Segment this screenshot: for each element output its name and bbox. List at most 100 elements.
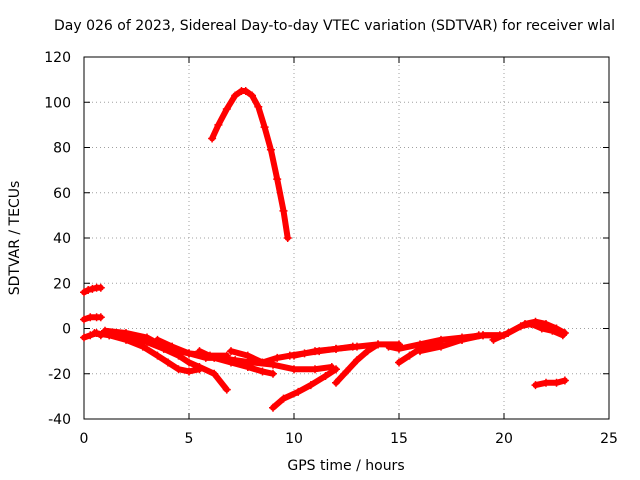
data-point — [227, 347, 235, 356]
data-point — [84, 286, 93, 295]
data-point — [273, 175, 282, 184]
x-tick-label: 25 — [600, 431, 618, 447]
y-tick-label: -40 — [48, 412, 71, 428]
data-point — [222, 385, 231, 394]
data-point — [531, 317, 540, 326]
data-point — [243, 351, 252, 360]
data-point — [248, 91, 256, 100]
data-point — [437, 342, 445, 351]
series-arc-i — [332, 340, 382, 387]
data-point — [311, 347, 319, 356]
series-line — [209, 87, 291, 241]
data-point — [243, 362, 252, 371]
y-tick-label: 60 — [53, 186, 71, 202]
data-point — [332, 378, 340, 387]
data-point — [153, 335, 162, 344]
data-point — [168, 342, 177, 351]
data-point — [227, 358, 235, 367]
data-point — [521, 319, 529, 328]
y-tick-label: 40 — [53, 231, 71, 247]
series-line — [490, 318, 568, 343]
y-tick-label: 20 — [53, 276, 71, 292]
data-point — [269, 403, 277, 412]
data-point — [210, 369, 219, 378]
data-point — [395, 344, 403, 353]
x-tick-label: 20 — [495, 431, 513, 447]
y-tick-label: -20 — [48, 367, 71, 383]
series-line — [270, 366, 339, 411]
data-point — [560, 329, 569, 338]
series-arc-b — [105, 331, 204, 376]
data-point — [294, 387, 303, 396]
series-arc-n — [489, 317, 569, 344]
data-point — [405, 351, 414, 360]
x-axis-label: GPS time / hours — [287, 458, 404, 474]
series-arc-g — [269, 365, 340, 412]
grid — [84, 57, 609, 419]
data-point — [332, 344, 340, 353]
series-arc-h — [290, 340, 403, 360]
data-point — [273, 353, 282, 362]
data-point — [552, 324, 561, 333]
series-arc-late-low — [531, 376, 569, 390]
data-point — [96, 283, 105, 292]
data-point — [395, 358, 403, 367]
data-point — [222, 105, 231, 114]
data-point — [164, 358, 172, 367]
series-arc-e — [195, 347, 277, 378]
data-point — [174, 365, 183, 374]
data-point — [80, 333, 88, 342]
data-point — [101, 326, 109, 335]
data-point — [531, 381, 540, 390]
y-tick-label: 80 — [53, 141, 71, 157]
data-point — [210, 353, 219, 362]
y-tick-labels: -40 -20 0 20 40 60 80 100 120 — [44, 50, 71, 428]
x-tick-label: 0 — [80, 431, 89, 447]
x-tick-label: 5 — [185, 431, 194, 447]
data-point — [258, 358, 267, 367]
data-point — [290, 365, 298, 374]
data-point — [306, 381, 315, 390]
data-point — [88, 284, 97, 293]
data-point — [231, 91, 240, 100]
data-point — [353, 356, 361, 365]
series-line — [291, 341, 402, 359]
data-point — [311, 365, 319, 374]
data-point — [479, 331, 487, 340]
data-point — [384, 342, 393, 351]
data-point — [90, 329, 99, 338]
data-point — [416, 347, 424, 356]
data-point — [321, 372, 330, 381]
data-point — [542, 319, 550, 328]
data-point — [185, 349, 193, 358]
data-point — [290, 351, 298, 360]
x-tick-label: 10 — [285, 431, 303, 447]
data-point — [560, 376, 569, 385]
data-series — [80, 86, 569, 412]
data-point — [342, 367, 351, 376]
data-point — [254, 102, 263, 111]
data-point — [489, 335, 498, 344]
plot-frame — [83, 56, 610, 420]
series-arc-d — [153, 335, 336, 374]
data-point — [214, 120, 223, 129]
x-tick-label: 15 — [390, 431, 408, 447]
data-point — [241, 86, 250, 95]
data-point — [363, 347, 372, 356]
data-point — [153, 351, 162, 360]
data-point — [374, 340, 382, 349]
data-point — [258, 367, 267, 376]
axis-ticks — [83, 56, 610, 420]
data-point — [185, 367, 193, 376]
data-point — [208, 134, 217, 143]
y-axis-label: SDTVAR / TECUs — [7, 181, 23, 296]
chart-title: Day 026 of 2023, Sidereal Day-to-day VTE… — [54, 18, 616, 34]
data-point — [122, 335, 130, 344]
y-tick-label: 120 — [44, 50, 71, 66]
data-point — [138, 342, 147, 351]
x-tick-labels: 0 5 10 15 20 25 — [80, 431, 618, 447]
series-arc-early-mid — [80, 313, 105, 324]
data-point — [185, 358, 193, 367]
data-point — [260, 123, 269, 132]
